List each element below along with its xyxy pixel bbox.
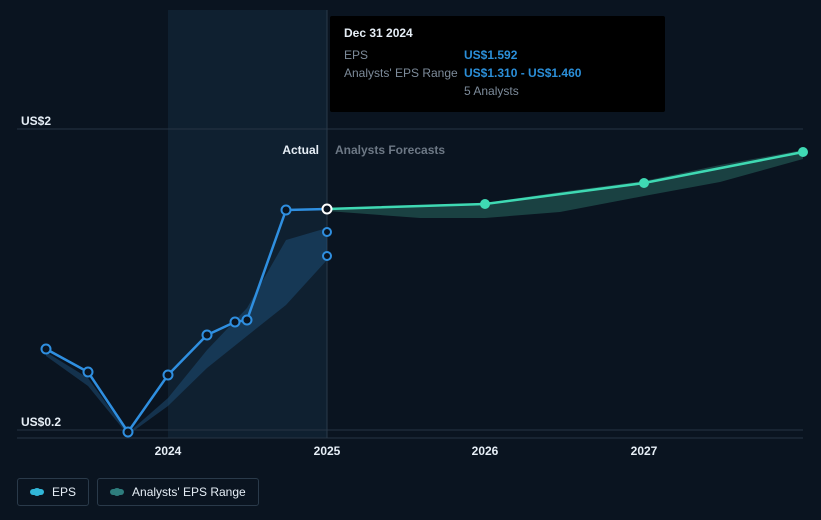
tooltip-row-sub: 5 Analysts xyxy=(464,82,651,100)
legend-swatch-icon xyxy=(110,489,124,495)
legend-eps[interactable]: EPS xyxy=(17,478,89,506)
tooltip-date: Dec 31 2024 xyxy=(344,26,651,40)
legend-label: EPS xyxy=(52,485,76,499)
tooltip-table: EPS US$1.592 Analysts' EPS Range US$1.31… xyxy=(344,46,651,100)
svg-text:US$0.2: US$0.2 xyxy=(21,415,61,429)
svg-text:Actual: Actual xyxy=(282,143,319,157)
eps-chart: US$2 US$0.2 Actual Analysts Forecasts 2024 20… xyxy=(0,0,821,520)
svg-text:US$2: US$2 xyxy=(21,114,51,128)
tooltip-row-value: US$1.592 xyxy=(464,46,651,64)
chart-tooltip: Dec 31 2024 EPS US$1.592 Analysts' EPS R… xyxy=(330,16,665,112)
svg-text:2027: 2027 xyxy=(631,444,658,458)
legend-swatch-icon xyxy=(30,489,44,495)
tooltip-row-value: US$1.310 - US$1.460 xyxy=(464,64,651,82)
legend: EPS Analysts' EPS Range xyxy=(17,478,259,506)
legend-eps-range[interactable]: Analysts' EPS Range xyxy=(97,478,259,506)
tooltip-row-label: Analysts' EPS Range xyxy=(344,64,464,82)
svg-text:2024: 2024 xyxy=(155,444,182,458)
svg-text:2026: 2026 xyxy=(472,444,499,458)
svg-text:Analysts Forecasts: Analysts Forecasts xyxy=(335,143,445,157)
legend-label: Analysts' EPS Range xyxy=(132,485,246,499)
svg-text:2025: 2025 xyxy=(314,444,341,458)
tooltip-row-label: EPS xyxy=(344,46,464,64)
